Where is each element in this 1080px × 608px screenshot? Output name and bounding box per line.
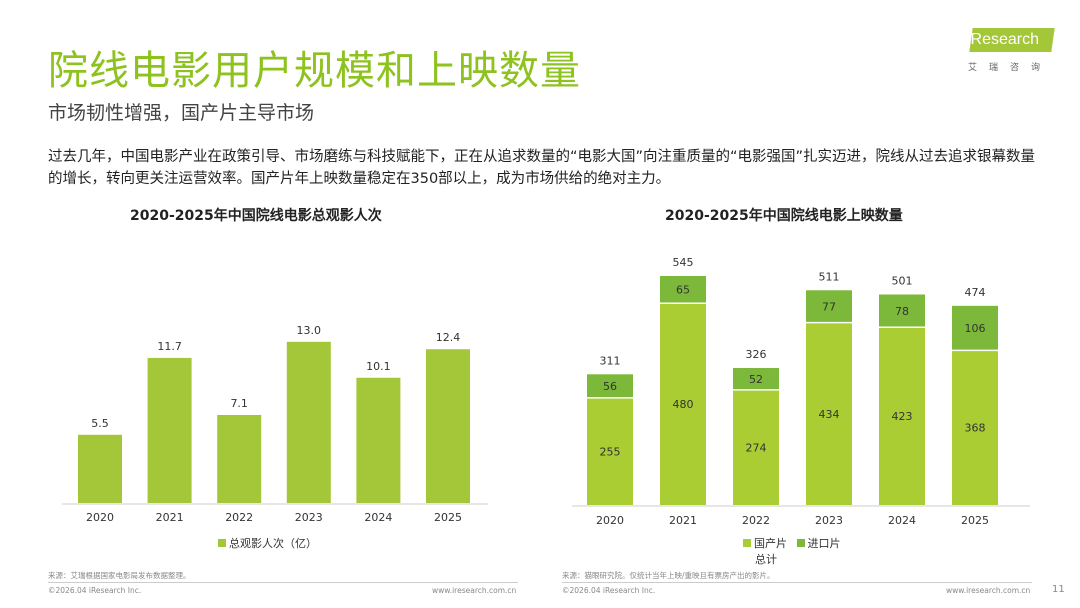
- x-tick-label: 2024: [888, 514, 916, 527]
- data-label: 5.5: [91, 417, 109, 430]
- chart-title-right: 2020-2025年中国院线电影上映数量: [665, 208, 903, 224]
- bar-domestic: [587, 397, 633, 505]
- data-label-total: 326: [746, 348, 767, 361]
- bar-domestic: [733, 389, 779, 505]
- legend-right: 国产片 进口片 总计: [743, 535, 841, 567]
- source-left: 来源：艾瑞根据国家电影局发布数据整理。: [48, 571, 191, 580]
- data-label: 11.7: [157, 340, 182, 353]
- data-label-imported: 106: [965, 322, 986, 335]
- x-tick-label: 2020: [596, 514, 624, 527]
- bar: [356, 377, 401, 503]
- body-text: 过去几年，中国电影产业在政策引导、市场磨练与科技赋能下，正在从追求数量的“电影大…: [48, 149, 1036, 187]
- chart-title-left: 2020-2025年中国院线电影总观影人次: [130, 208, 382, 224]
- logo-text: iResearch: [967, 31, 1040, 48]
- data-label-imported: 78: [895, 305, 909, 318]
- legend-label-domestic: 国产片: [754, 537, 787, 550]
- bar-imported: [587, 374, 633, 398]
- website-link[interactable]: www.iresearch.com.cn: [946, 586, 1031, 595]
- bar: [426, 349, 470, 503]
- divider: [48, 582, 518, 583]
- page-subtitle: 市场韧性增强，国产片主导市场: [48, 102, 315, 124]
- bar-domestic: [952, 350, 998, 505]
- data-label-imported: 65: [676, 284, 690, 297]
- bar: [147, 357, 192, 503]
- copyright: ©2026.04 iResearch Inc.: [562, 586, 656, 595]
- legend-swatch: [218, 539, 226, 547]
- website-link[interactable]: www.iresearch.com.cn: [432, 586, 517, 595]
- data-label: 7.1: [230, 397, 248, 410]
- source-right: 来源：猫眼研究院。仅统计当年上映/重映且有票房产出的影片。: [562, 571, 775, 580]
- x-tick-label: 2023: [295, 511, 323, 524]
- x-tick-label: 2025: [961, 514, 989, 527]
- x-tick-label: 2025: [434, 511, 462, 524]
- bar-domestic: [660, 303, 706, 505]
- data-label-domestic: 368: [965, 422, 986, 435]
- legend-left: 总观影人次（亿）: [218, 535, 317, 551]
- iresearch-logo: iResearch: [965, 28, 1055, 54]
- data-label-domestic: 255: [600, 445, 621, 458]
- bar-imported: [733, 368, 779, 390]
- x-tick-label: 2022: [225, 511, 253, 524]
- data-label-total: 501: [892, 274, 913, 287]
- bar: [286, 341, 331, 503]
- bar-domestic: [879, 327, 925, 505]
- page-number: 11: [1052, 584, 1065, 595]
- bar-imported: [952, 305, 998, 351]
- legend-swatch-domestic: [743, 539, 751, 547]
- legend-total: 总计: [755, 553, 777, 566]
- data-label-total: 511: [819, 270, 840, 283]
- x-tick-label: 2020: [86, 511, 114, 524]
- data-label-domestic: 434: [819, 408, 840, 421]
- x-tick-label: 2021: [669, 514, 697, 527]
- bar: [217, 414, 262, 503]
- page-title: 院线电影用户规模和上映数量: [48, 48, 581, 94]
- data-label: 13.0: [297, 324, 322, 337]
- data-label-domestic: 423: [892, 410, 913, 423]
- bar-imported: [660, 276, 706, 304]
- data-label-total: 545: [673, 256, 694, 269]
- legend-label: 总观影人次（亿）: [229, 537, 317, 550]
- bar-domestic: [806, 322, 852, 505]
- data-label-domestic: 274: [746, 441, 767, 454]
- x-tick-label: 2023: [815, 514, 843, 527]
- bar-imported: [879, 294, 925, 328]
- data-label-imported: 56: [603, 380, 617, 393]
- x-tick-label: 2024: [364, 511, 392, 524]
- x-tick-label: 2021: [156, 511, 184, 524]
- legend-label-imported: 进口片: [807, 537, 841, 550]
- x-tick-label: 2022: [742, 514, 770, 527]
- data-label-imported: 77: [822, 300, 836, 313]
- legend-swatch-imported: [796, 539, 805, 547]
- logo-subtitle: 艾瑞咨询: [968, 63, 1053, 73]
- copyright: ©2026.04 iResearch Inc.: [48, 586, 142, 595]
- data-label-total: 474: [965, 286, 986, 299]
- divider: [562, 582, 1032, 583]
- data-label-imported: 52: [749, 373, 763, 386]
- bar-imported: [806, 290, 852, 323]
- data-label: 12.4: [436, 331, 461, 344]
- data-label-total: 311: [600, 354, 621, 367]
- data-label: 10.1: [366, 360, 391, 373]
- data-label-domestic: 480: [673, 398, 694, 411]
- bar: [78, 434, 122, 503]
